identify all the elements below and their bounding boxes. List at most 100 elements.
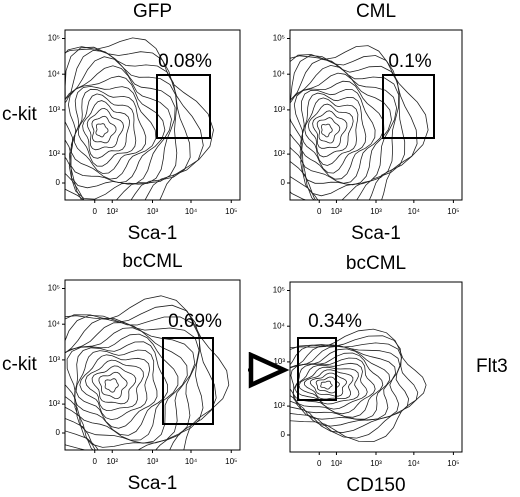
contour-line: [65, 49, 178, 200]
contour-line: [65, 46, 191, 200]
y-tick-label: 10⁵: [48, 284, 60, 293]
contour-line: [304, 97, 359, 166]
x-tick-label: 10⁴: [408, 459, 421, 468]
y-tick-label: 0: [281, 178, 286, 187]
contour-line: [65, 37, 214, 200]
contour-line: [91, 365, 137, 405]
x-tick-label: 10²: [331, 207, 343, 216]
contour-line: [67, 75, 166, 184]
contour-line: [290, 72, 392, 186]
x-tick-label: 10³: [147, 207, 159, 216]
y-tick-label: 0: [56, 178, 61, 187]
contour-line: [290, 344, 401, 427]
x-axis-label: Sca-1: [128, 223, 178, 244]
x-tick-label: 10³: [370, 459, 382, 468]
y-tick-label: 10³: [273, 357, 285, 366]
contours: [290, 328, 427, 443]
contour-line: [290, 342, 410, 434]
contour-line: [73, 88, 147, 174]
contour-line: [290, 352, 384, 418]
contour-line: [65, 295, 230, 450]
gate-percentage: 0.34%: [308, 311, 362, 332]
x-tick-label: 10⁵: [447, 207, 459, 216]
y-tick-label: 10⁴: [273, 69, 286, 78]
gate: [162, 337, 214, 425]
y-tick-label: 10²: [48, 149, 60, 158]
contour-line: [320, 380, 333, 390]
contour-line: [290, 45, 429, 200]
contour-line: [307, 103, 354, 158]
contour-line: [290, 335, 419, 439]
gate: [382, 74, 435, 139]
contour-line: [86, 107, 125, 151]
contour-line: [65, 46, 204, 200]
plot-frame: [64, 29, 241, 201]
x-tick-label: 10⁵: [225, 457, 237, 466]
y-tick-label: 10³: [273, 105, 285, 114]
contour-line: [82, 100, 131, 159]
y-axis-label: c-kit: [2, 104, 38, 125]
x-tick-label: 10³: [370, 207, 382, 216]
gate-percentage: 0.1%: [388, 51, 431, 72]
x-tick-label: 0: [93, 457, 98, 466]
y-tick-label: 10⁵: [273, 34, 285, 43]
y-tick-label: 0: [281, 430, 286, 439]
contour-line: [292, 357, 376, 415]
contour-line: [95, 123, 109, 138]
contour-line: [300, 88, 376, 180]
y-tick-label: 10²: [273, 401, 285, 410]
plot-frame: [289, 281, 463, 453]
right-axis-label: Flt3: [476, 356, 508, 377]
contour-line: [65, 56, 176, 200]
x-axis-label: Sca-1: [128, 473, 178, 494]
y-tick-label: 10²: [48, 399, 60, 408]
contour-line: [309, 372, 347, 397]
contours: [65, 37, 214, 200]
panel-title: GFP: [133, 1, 172, 22]
x-tick-label: 10⁴: [408, 207, 421, 216]
contour-line: [321, 123, 333, 138]
contours: [65, 295, 230, 450]
x-tick-label: 10⁴: [185, 207, 198, 216]
contour-line: [98, 371, 128, 400]
contour-line: [290, 348, 391, 420]
contour-line: [290, 58, 400, 200]
y-tick-label: 10⁴: [273, 321, 286, 330]
x-axis-label: CD150: [346, 475, 405, 496]
contour-line: [290, 54, 418, 200]
y-tick-label: 0: [56, 428, 61, 437]
x-tick-label: 0: [317, 459, 322, 468]
panel-title: CML: [356, 1, 396, 22]
x-tick-label: 10²: [106, 457, 118, 466]
contour-line: [290, 64, 398, 197]
y-tick-label: 10⁵: [273, 286, 285, 295]
contour-line: [74, 341, 169, 436]
x-tick-label: 10²: [106, 207, 118, 216]
panel-title: bcCML: [346, 253, 406, 274]
contour-line: [293, 80, 385, 184]
contour-line: [316, 117, 341, 144]
y-tick-label: 10⁴: [48, 69, 61, 78]
y-tick-label: 10⁵: [48, 34, 60, 43]
contour-line: [66, 333, 179, 441]
x-tick-label: 10⁵: [225, 207, 237, 216]
contour-line: [312, 110, 348, 149]
x-tick-label: 10³: [147, 457, 159, 466]
contour-line: [290, 54, 406, 200]
y-tick-label: 10³: [48, 105, 60, 114]
contour-line: [91, 115, 117, 144]
contour-line: [315, 376, 340, 394]
contour-line: [65, 65, 172, 189]
contour-line: [290, 328, 427, 443]
x-tick-label: 10⁵: [447, 459, 459, 468]
y-tick-label: 10⁴: [48, 319, 61, 328]
contour-line: [104, 378, 119, 393]
contour-line: [77, 93, 137, 167]
x-axis-label: Sca-1: [351, 223, 401, 244]
y-tick-label: 10²: [273, 149, 285, 158]
contour-line: [84, 359, 144, 412]
x-tick-label: 0: [93, 207, 98, 216]
panel-title: bcCML: [122, 251, 182, 272]
x-tick-label: 10²: [331, 459, 343, 468]
